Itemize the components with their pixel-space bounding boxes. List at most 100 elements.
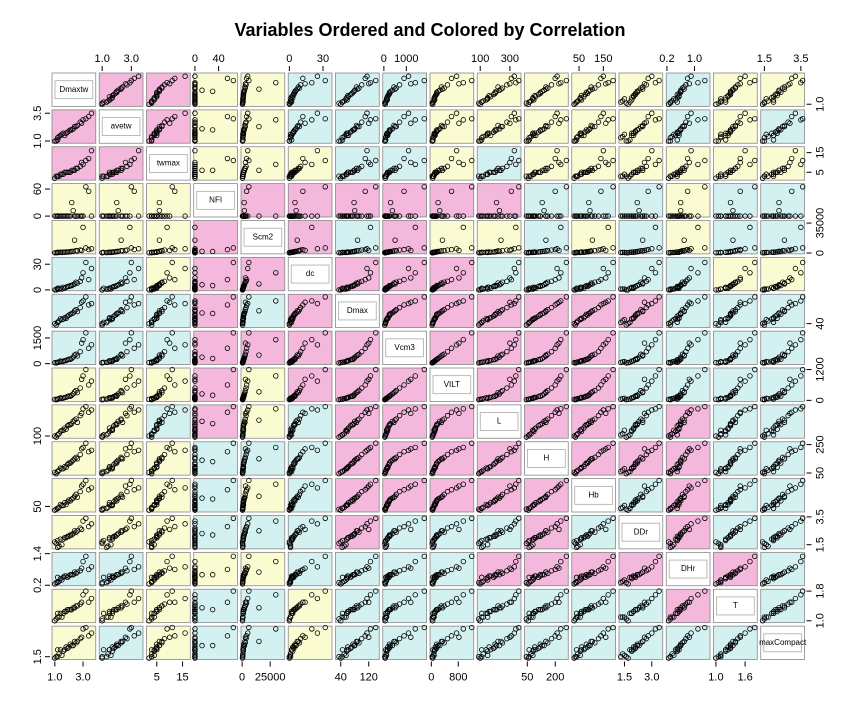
panel-group — [335, 256, 380, 293]
point — [364, 213, 370, 219]
panel-group — [571, 256, 616, 293]
point — [103, 173, 110, 179]
point — [765, 359, 771, 365]
panel-group — [286, 366, 333, 403]
point — [408, 213, 414, 219]
point — [114, 310, 120, 317]
point — [154, 425, 160, 431]
panel-group — [146, 515, 191, 551]
panel-group — [239, 109, 286, 144]
point — [192, 246, 198, 252]
panel-group — [286, 72, 333, 107]
point — [478, 396, 485, 402]
point — [154, 356, 160, 362]
point — [632, 393, 639, 399]
point — [131, 345, 137, 351]
point — [164, 406, 170, 412]
point — [339, 213, 345, 219]
point — [182, 265, 188, 272]
point — [192, 81, 198, 87]
point — [768, 249, 775, 255]
point — [573, 99, 580, 105]
point — [151, 213, 157, 219]
point — [182, 110, 188, 116]
point — [730, 207, 736, 214]
point — [603, 247, 609, 254]
point — [584, 283, 591, 290]
panel — [98, 183, 144, 218]
point — [600, 73, 607, 79]
point — [683, 247, 689, 253]
point — [154, 394, 160, 401]
panel-group — [146, 440, 191, 477]
point — [799, 330, 806, 336]
point — [106, 249, 113, 255]
point — [799, 77, 806, 84]
point — [537, 283, 544, 290]
point — [649, 110, 655, 116]
point — [627, 213, 633, 219]
panel-group — [286, 146, 333, 181]
panel-group: Vcm3 — [382, 330, 427, 365]
point — [469, 77, 475, 84]
point — [109, 213, 116, 219]
point — [106, 425, 113, 431]
point — [182, 300, 188, 307]
point — [618, 134, 624, 141]
point — [641, 247, 648, 254]
point — [192, 99, 198, 105]
point — [695, 79, 701, 86]
point — [718, 249, 724, 256]
point — [256, 352, 262, 358]
point — [246, 403, 252, 410]
point — [681, 389, 687, 395]
point — [752, 157, 758, 164]
panel-group — [51, 256, 97, 293]
point — [674, 137, 680, 143]
panel-group — [51, 515, 97, 551]
panel-group — [476, 440, 522, 477]
point — [513, 298, 519, 304]
point — [111, 91, 117, 98]
panel-group — [429, 403, 475, 440]
point — [592, 213, 598, 219]
point — [352, 87, 358, 93]
variable-label: H — [543, 454, 549, 463]
point — [300, 188, 306, 194]
point — [106, 358, 113, 364]
point — [634, 213, 640, 219]
point — [430, 359, 436, 366]
point — [645, 155, 651, 162]
point — [686, 213, 693, 219]
point — [799, 157, 806, 164]
point — [727, 213, 734, 219]
point — [761, 286, 768, 292]
point — [681, 352, 687, 358]
point — [639, 86, 646, 92]
panel-group — [476, 330, 522, 366]
point — [537, 128, 544, 134]
point — [761, 359, 768, 366]
point — [71, 123, 78, 130]
point — [632, 283, 639, 290]
point — [789, 302, 795, 308]
point — [504, 304, 510, 311]
point — [785, 348, 791, 355]
point — [345, 169, 352, 175]
point — [66, 283, 72, 290]
point — [296, 123, 303, 130]
point — [645, 113, 651, 120]
point — [192, 312, 198, 318]
point — [405, 265, 412, 272]
panel — [287, 330, 333, 365]
point — [242, 120, 249, 126]
point — [122, 81, 129, 87]
point — [387, 127, 394, 133]
panel-group — [335, 403, 380, 440]
point — [774, 312, 780, 318]
point — [109, 316, 116, 322]
point — [106, 213, 113, 219]
point — [573, 134, 580, 141]
point — [182, 213, 188, 219]
